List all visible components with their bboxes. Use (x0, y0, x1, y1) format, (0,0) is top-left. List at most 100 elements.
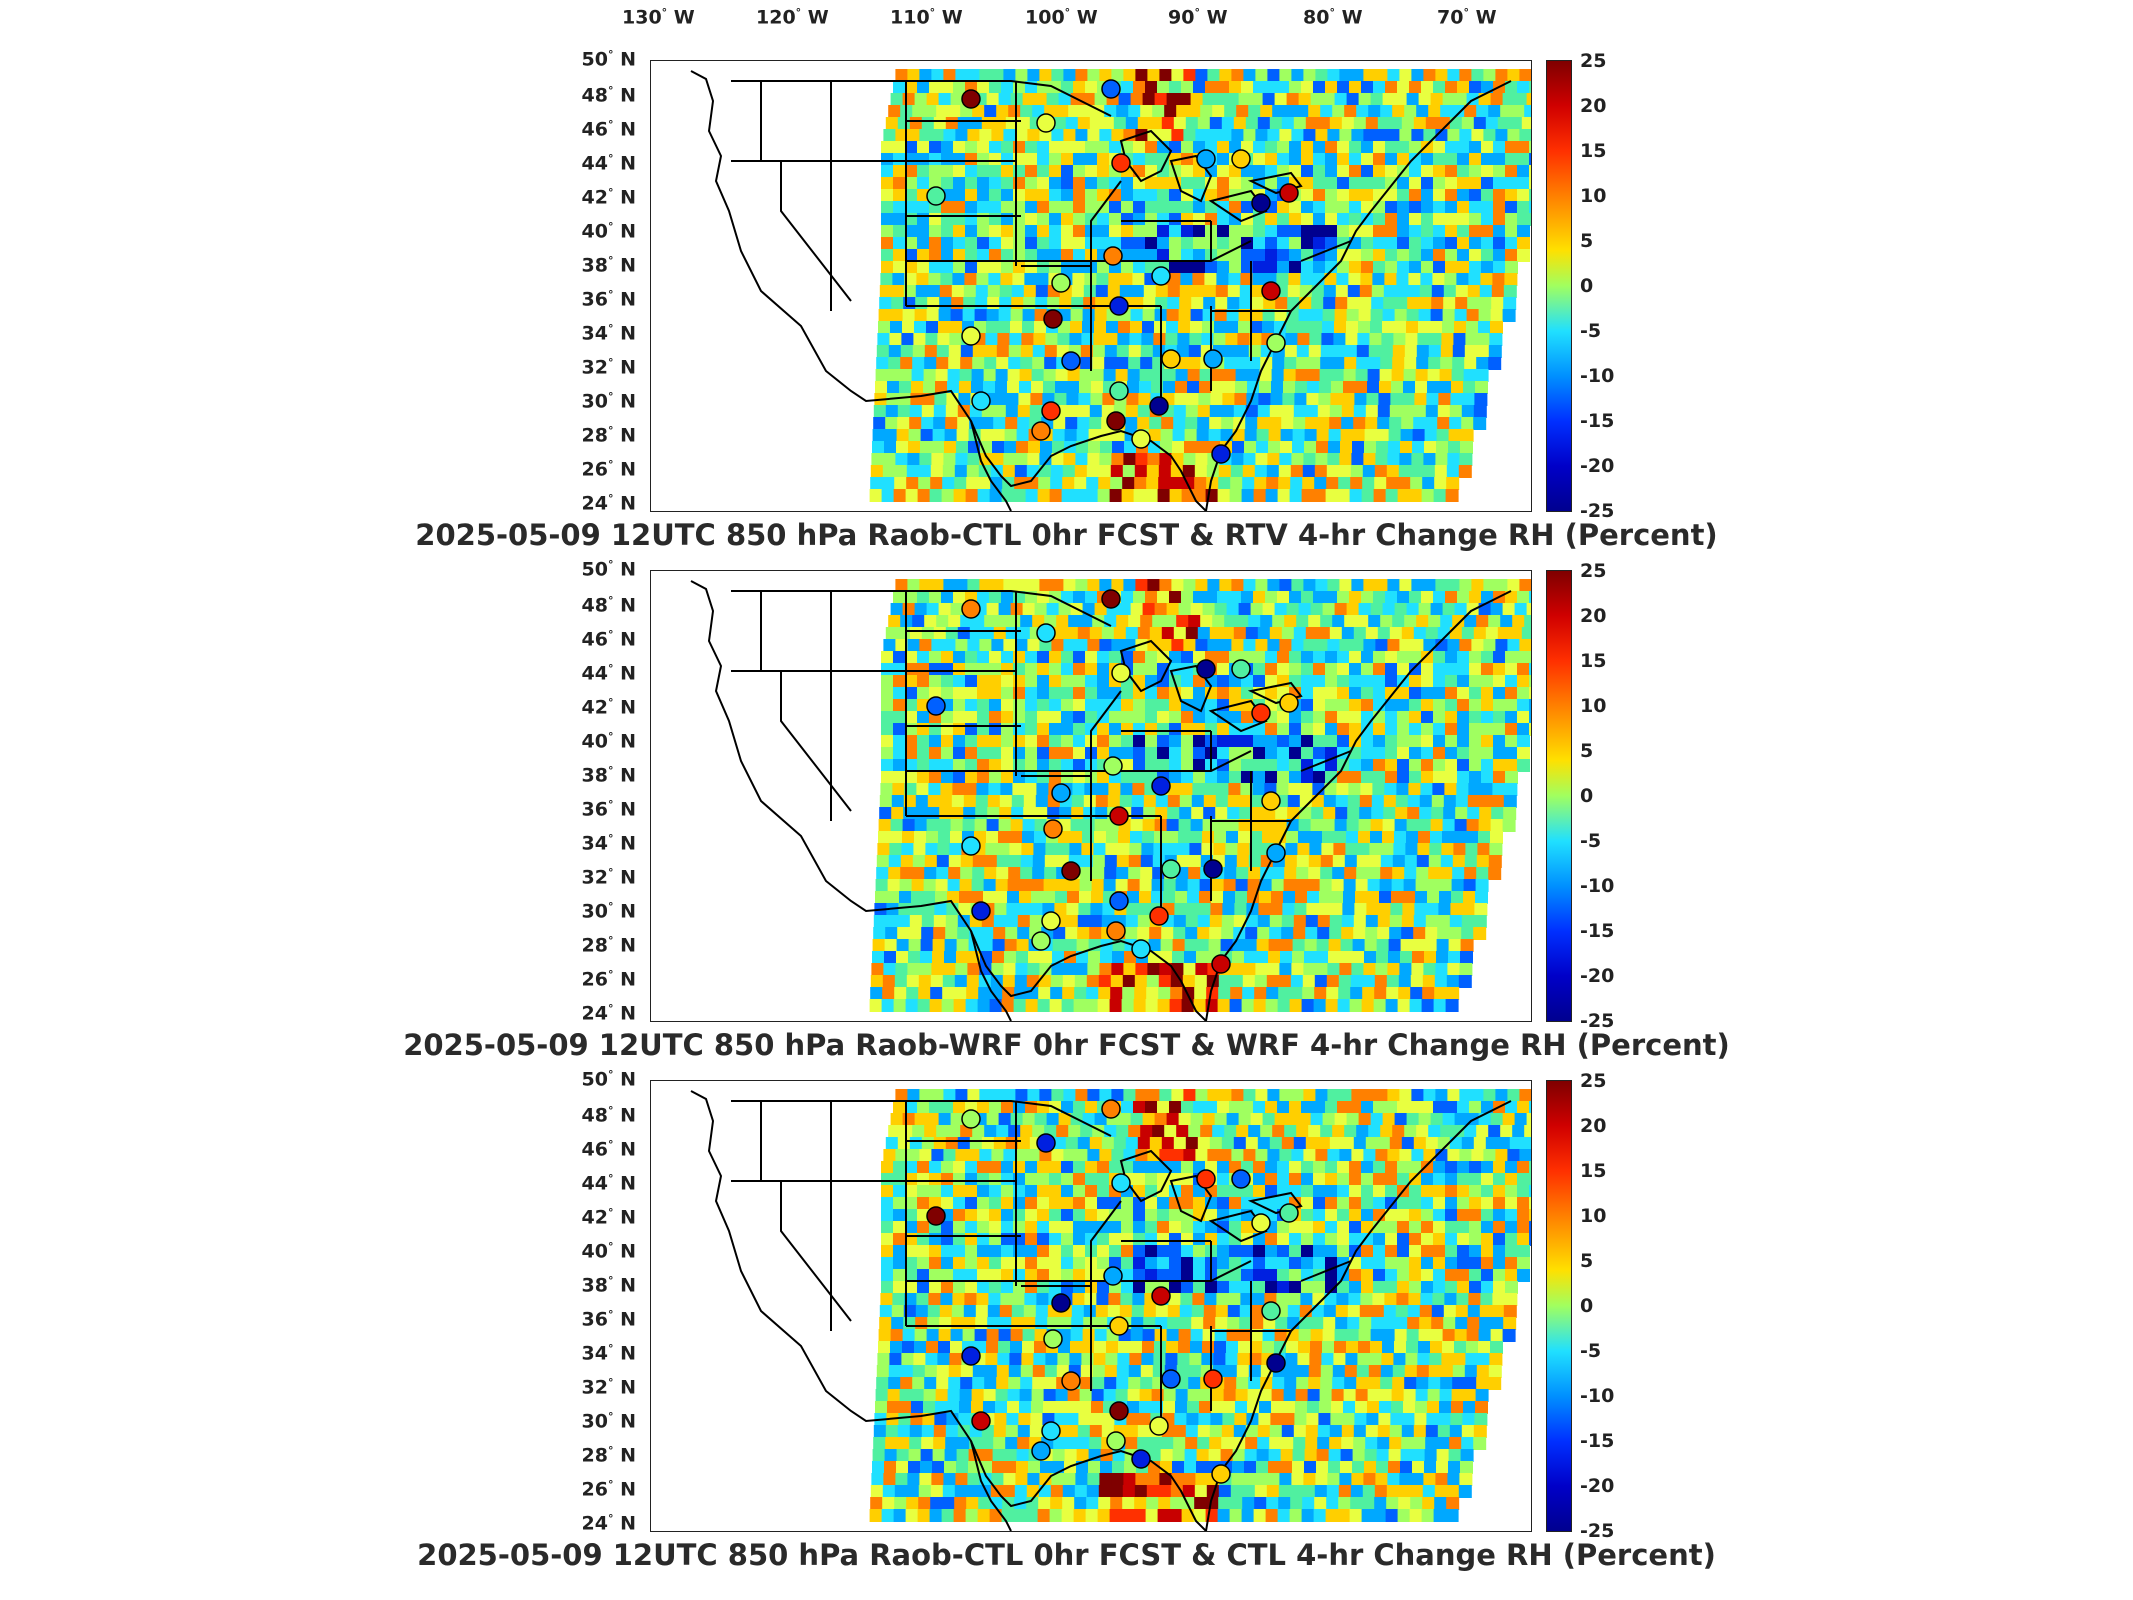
rh-cell (1481, 249, 1494, 262)
colorbar-tick-label: 5 (1580, 230, 1594, 252)
rh-cell (1046, 603, 1060, 616)
rh-cell (1199, 891, 1212, 904)
rh-cell (1212, 1125, 1226, 1138)
rh-cell (1409, 759, 1422, 772)
rh-cell (1374, 987, 1388, 1000)
rh-cell (1073, 153, 1086, 166)
rh-cell (929, 261, 942, 274)
rh-cell (1457, 189, 1470, 202)
rh-cell (1077, 1137, 1091, 1150)
rh-cell (1493, 747, 1506, 760)
rh-cell (871, 963, 885, 976)
rh-cell (1049, 711, 1062, 724)
rh-cell (1121, 747, 1134, 760)
rh-cell (1185, 915, 1199, 928)
rh-cell (1101, 1137, 1115, 1150)
rh-cell (1493, 699, 1506, 712)
rh-cell (1271, 369, 1285, 382)
rh-cell (1013, 723, 1026, 736)
rh-cell (1432, 273, 1446, 286)
rh-cell (1025, 999, 1039, 1012)
rh-cell (1055, 381, 1068, 394)
rh-cell (1387, 453, 1401, 466)
raob-station-marker (1111, 153, 1131, 173)
rh-cell (977, 747, 990, 760)
rh-cell (988, 1293, 1002, 1306)
rh-cell (1439, 891, 1452, 904)
rh-cell (1169, 747, 1182, 760)
rh-cell (1308, 1125, 1322, 1138)
rh-cell (1397, 1221, 1410, 1234)
rh-cell (1445, 1209, 1458, 1222)
rh-cell (1529, 1221, 1531, 1234)
rh-cell (881, 225, 894, 238)
rh-cell (1495, 579, 1509, 592)
rh-cell (941, 747, 954, 760)
rh-cell (1231, 69, 1245, 82)
rh-cell (1128, 867, 1142, 880)
rh-cell (1351, 1089, 1365, 1102)
rh-cell (1454, 1113, 1468, 1126)
rh-cell (1178, 819, 1192, 832)
rh-cell (942, 465, 956, 478)
rh-cell (1108, 1293, 1122, 1306)
rh-cell (1158, 477, 1172, 490)
rh-cell (908, 441, 921, 454)
rh-cell (1163, 369, 1177, 382)
rh-cell (1024, 273, 1038, 286)
rh-cell (1170, 477, 1184, 490)
rh-cell (881, 189, 894, 202)
rh-cell (1416, 345, 1430, 358)
rh-cell (1193, 1257, 1206, 1270)
rh-cell (1177, 843, 1191, 856)
rh-cell (1181, 735, 1194, 748)
rh-cell (1437, 117, 1451, 130)
rh-cell (1104, 867, 1118, 880)
rh-cell (1211, 891, 1224, 904)
rh-cell (1157, 651, 1170, 664)
rh-cell (1101, 627, 1115, 640)
rh-cell (1460, 939, 1474, 952)
rh-cell (1243, 69, 1257, 82)
rh-cell (1362, 975, 1376, 988)
rh-cell (1105, 333, 1119, 346)
rh-cell (965, 489, 979, 502)
rh-cell (1471, 1149, 1485, 1162)
rh-cell (1332, 1125, 1346, 1138)
rh-cell (966, 477, 980, 490)
rh-cell (929, 237, 942, 250)
rh-cell (1133, 1161, 1146, 1174)
rh-cell (1073, 165, 1086, 178)
rh-cell (965, 1221, 978, 1234)
rh-cell (1457, 747, 1470, 760)
rh-cell (905, 759, 918, 772)
rh-cell (1161, 417, 1175, 430)
rh-cell (1317, 117, 1331, 130)
rh-cell (1289, 165, 1302, 178)
rh-cell (1397, 141, 1410, 154)
rh-cell (1001, 759, 1014, 772)
rh-cell (991, 453, 1005, 466)
rh-cell (1389, 915, 1403, 928)
rh-cell (1265, 1101, 1278, 1114)
rh-cell (1271, 891, 1284, 904)
rh-cell (1421, 141, 1434, 154)
rh-cell (1190, 603, 1204, 616)
rh-cell (1387, 1149, 1401, 1162)
rh-cell (1133, 1101, 1146, 1114)
rh-cell (1019, 891, 1032, 904)
rh-cell (1193, 1269, 1206, 1282)
rh-cell (1097, 153, 1110, 166)
rh-cell (1097, 201, 1110, 214)
rh-cell (1339, 69, 1353, 82)
rh-cell (1361, 189, 1374, 202)
rh-cell (950, 831, 963, 844)
colorbar-tick-label: 10 (1580, 185, 1607, 207)
rh-cell (1373, 591, 1386, 604)
rh-cell (901, 843, 915, 856)
rh-cell (944, 951, 957, 964)
rh-cell (935, 891, 948, 904)
rh-cell (870, 975, 884, 988)
rh-cell (1011, 297, 1025, 310)
rh-cell (929, 1269, 942, 1282)
